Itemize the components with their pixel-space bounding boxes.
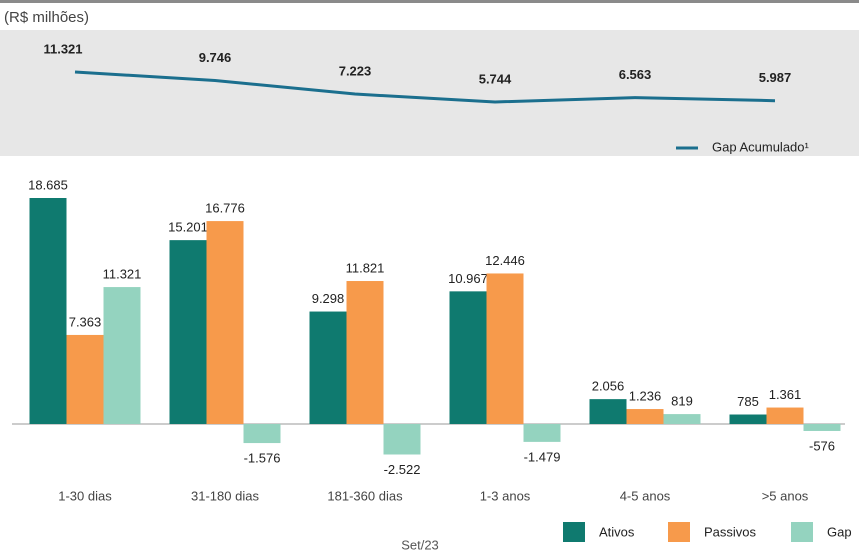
- top-rule: [0, 0, 859, 3]
- bar: [523, 424, 561, 442]
- x-tick-label: 181-360 dias: [327, 488, 403, 503]
- legend-label: Ativos: [599, 524, 635, 539]
- bar: [66, 334, 104, 424]
- bar: [803, 424, 841, 431]
- data-label: 1.236: [629, 388, 662, 403]
- data-label: 5.744: [479, 71, 512, 86]
- data-label: 11.321: [43, 41, 82, 56]
- legend-swatch: [668, 522, 690, 542]
- data-label: 5.987: [759, 70, 792, 85]
- data-label: 16.776: [205, 201, 245, 216]
- data-label: 785: [737, 394, 759, 409]
- data-label: 1.361: [769, 387, 802, 402]
- data-label: -2.522: [384, 462, 421, 477]
- data-label: 9.298: [312, 291, 345, 306]
- line-panel: [0, 30, 859, 156]
- bar: [309, 311, 347, 424]
- chart-title: (R$ milhões): [4, 9, 89, 26]
- bar: [729, 414, 767, 424]
- data-label: 11.821: [346, 260, 385, 275]
- bar: [243, 424, 281, 444]
- bar: [663, 414, 701, 424]
- bar: [346, 281, 384, 424]
- data-label: -1.576: [244, 450, 281, 465]
- data-label: -1.479: [524, 449, 561, 464]
- bar: [383, 424, 421, 455]
- data-label: 7.363: [69, 314, 102, 329]
- data-label: -576: [809, 438, 835, 453]
- line: [74, 70, 776, 104]
- x-tick-label: 4-5 anos: [620, 488, 671, 503]
- bar: [486, 273, 524, 424]
- data-label: 10.967: [448, 271, 488, 286]
- bar: [589, 399, 627, 424]
- data-label: 7.223: [339, 63, 372, 78]
- bar: [766, 407, 804, 424]
- data-label: 15.201: [168, 220, 208, 235]
- legend-swatch: [791, 522, 813, 542]
- x-axis-label: Set/23: [401, 537, 439, 552]
- x-tick-label: 31-180 dias: [191, 488, 259, 503]
- data-label: 6.563: [619, 67, 652, 82]
- legend-label: Gap: [827, 524, 852, 539]
- legend-swatch: [563, 522, 585, 542]
- legend-label: Passivos: [704, 524, 757, 539]
- data-label: 819: [671, 394, 693, 409]
- bar: [626, 409, 664, 424]
- bar: [169, 240, 207, 424]
- data-label: 18.685: [28, 177, 68, 192]
- bar: [103, 287, 141, 424]
- x-tick-label: 1-3 anos: [480, 488, 531, 503]
- bar: [29, 198, 67, 424]
- legend-label: Gap Acumulado¹: [712, 139, 810, 154]
- x-tick-label: 1-30 dias: [58, 488, 112, 503]
- data-label: 11.321: [103, 267, 142, 282]
- bar: [449, 291, 487, 424]
- data-label: 9.746: [199, 50, 232, 65]
- x-tick-label: >5 anos: [762, 488, 809, 503]
- data-label: 2.056: [592, 379, 625, 394]
- bar: [206, 221, 244, 424]
- data-label: 12.446: [485, 253, 525, 268]
